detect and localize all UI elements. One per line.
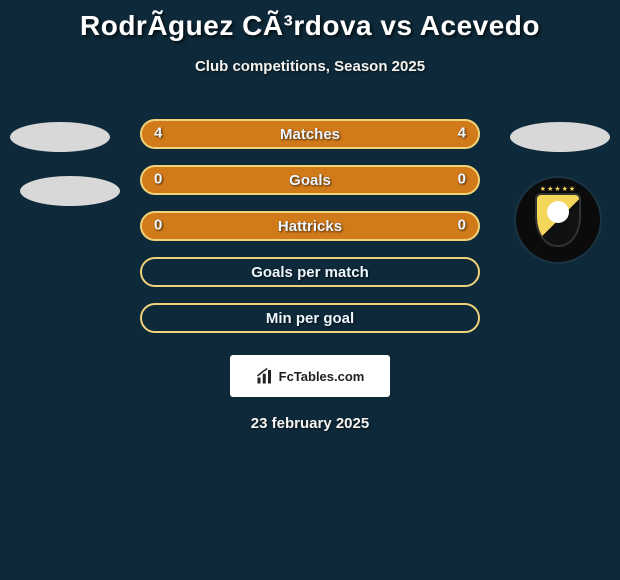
chart-icon: [256, 367, 274, 385]
stat-bar: 4 Matches 4: [140, 119, 480, 149]
stat-right-value: 0: [458, 171, 466, 188]
table-row: 0 Goals 0: [0, 157, 620, 203]
date-label: 23 february 2025: [0, 415, 620, 432]
stat-bar: Goals per match: [140, 257, 480, 287]
table-row: Min per goal: [0, 295, 620, 341]
stat-bar: Min per goal: [140, 303, 480, 333]
stat-left-value: 0: [154, 217, 162, 234]
subtitle: Club competitions, Season 2025: [0, 58, 620, 75]
stat-left-value: 4: [154, 125, 162, 142]
table-row: 0 Hattricks 0: [0, 203, 620, 249]
stat-label: Goals: [289, 172, 331, 189]
stat-bar: 0 Hattricks 0: [140, 211, 480, 241]
stat-right-value: 0: [458, 217, 466, 234]
stat-label: Min per goal: [266, 310, 354, 327]
stat-right-value: 4: [458, 125, 466, 142]
stat-left-value: 0: [154, 171, 162, 188]
brand-box[interactable]: FcTables.com: [230, 355, 390, 397]
brand-label: FcTables.com: [279, 369, 365, 384]
stats-table: 4 Matches 4 0 Goals 0 0 Hattricks 0 Goal…: [0, 111, 620, 341]
stat-label: Hattricks: [278, 218, 342, 235]
table-row: 4 Matches 4: [0, 111, 620, 157]
stat-label: Matches: [280, 126, 340, 143]
table-row: Goals per match: [0, 249, 620, 295]
page-title: RodrÃ­guez CÃ³rdova vs Acevedo: [0, 0, 620, 42]
stat-bar: 0 Goals 0: [140, 165, 480, 195]
stat-label: Goals per match: [251, 264, 369, 281]
